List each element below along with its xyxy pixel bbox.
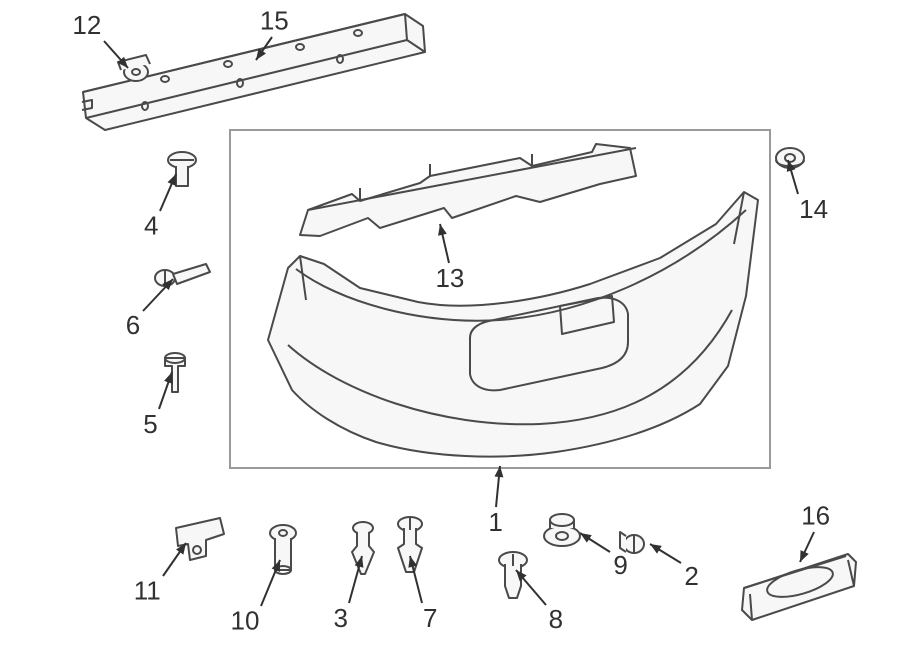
- label-6: 6: [126, 310, 140, 340]
- label-16: 16: [801, 500, 830, 530]
- part-1-bumper-cover: [268, 192, 758, 457]
- label-10: 10: [231, 606, 260, 636]
- part-6-bolt: [155, 264, 210, 286]
- parts-diagram: 12345678910111213141516: [0, 0, 900, 661]
- label-5: 5: [143, 409, 157, 439]
- label-3: 3: [333, 603, 347, 633]
- label-8: 8: [549, 604, 563, 634]
- label-9: 9: [613, 550, 627, 580]
- label-4: 4: [144, 211, 158, 241]
- label-11: 11: [134, 575, 161, 605]
- part-16-reflector: [742, 554, 856, 620]
- label-12: 12: [72, 10, 101, 40]
- label-13: 13: [435, 263, 464, 293]
- label-2: 2: [684, 561, 698, 591]
- part-13-retainer: [300, 144, 636, 236]
- part-9-flange-nut: [544, 514, 580, 546]
- label-1: 1: [488, 507, 502, 537]
- label-14: 14: [799, 194, 828, 224]
- label-7: 7: [423, 603, 437, 633]
- label-15: 15: [260, 6, 289, 36]
